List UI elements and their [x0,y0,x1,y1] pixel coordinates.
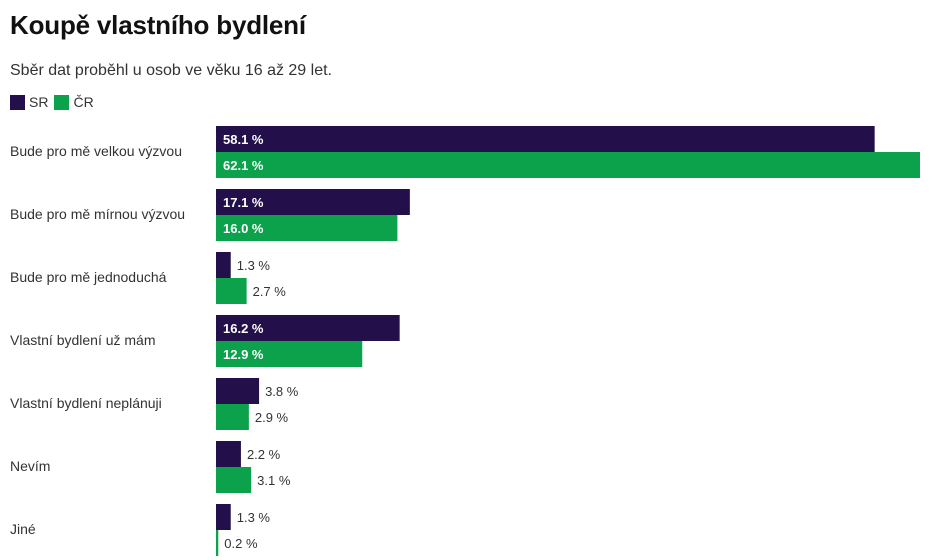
category-label-cat-0: Bude pro mě velkou výzvou [10,143,182,159]
bar-sr-cat-6 [216,504,231,530]
legend-swatch-sr [10,94,25,110]
bar-cr-cat-3 [216,341,363,367]
data-label-cr-cat-0: 62.1 % [223,158,264,173]
bar-sr-cat-1 [216,189,410,215]
bar-cr-cat-4 [216,404,249,430]
data-label-cr-cat-5: 3.1 % [257,473,291,488]
data-label-cr-cat-3: 12.9 % [223,347,264,362]
data-label-sr-cat-2: 1.3 % [237,258,271,273]
category-label-cat-1: Bude pro mě mírnou výzvou [10,206,185,222]
bar-cr-cat-0 [216,152,920,178]
data-label-sr-cat-0: 58.1 % [223,132,264,147]
data-label-cr-cat-4: 2.9 % [255,410,289,425]
data-label-cr-cat-1: 16.0 % [223,221,264,236]
bar-sr-cat-4 [216,378,260,404]
chart-legend: SR ČR [10,94,100,110]
category-label-cat-6: Jiné [10,521,36,537]
data-label-sr-cat-6: 1.3 % [237,510,271,525]
bar-cr-cat-6 [216,530,219,556]
category-label-cat-2: Bude pro mě jednoduchá [10,269,167,285]
bar-sr-cat-5 [216,441,241,467]
chart-subtitle: Sběr dat proběhl u osob ve věku 16 až 29… [10,62,332,79]
data-label-cr-cat-6: 0.2 % [224,536,258,551]
legend-swatch-cr [54,94,70,110]
bar-sr-cat-2 [216,252,231,278]
bar-sr-cat-3 [216,315,400,341]
chart-title: Koupě vlastního bydlení [10,10,306,40]
data-label-sr-cat-3: 16.2 % [223,321,264,336]
bar-cr-cat-5 [216,467,252,493]
data-label-sr-cat-4: 3.8 % [265,384,299,399]
legend-item-sr: SR [10,94,48,110]
legend-label-cr: ČR [73,94,94,110]
bar-cr-cat-1 [216,215,398,241]
category-label-cat-5: Nevím [10,458,50,474]
legend-item-cr: ČR [54,94,94,110]
category-label-cat-4: Vlastní bydlení neplánuji [10,395,162,411]
data-label-sr-cat-5: 2.2 % [247,447,281,462]
legend-label-sr: SR [29,94,49,110]
bar-cr-cat-2 [216,278,247,304]
category-label-cat-3: Vlastní bydlení už mám [10,332,156,348]
bar-sr-cat-0 [216,126,875,152]
data-label-sr-cat-1: 17.1 % [223,195,264,210]
data-label-cr-cat-2: 2.7 % [253,284,287,299]
